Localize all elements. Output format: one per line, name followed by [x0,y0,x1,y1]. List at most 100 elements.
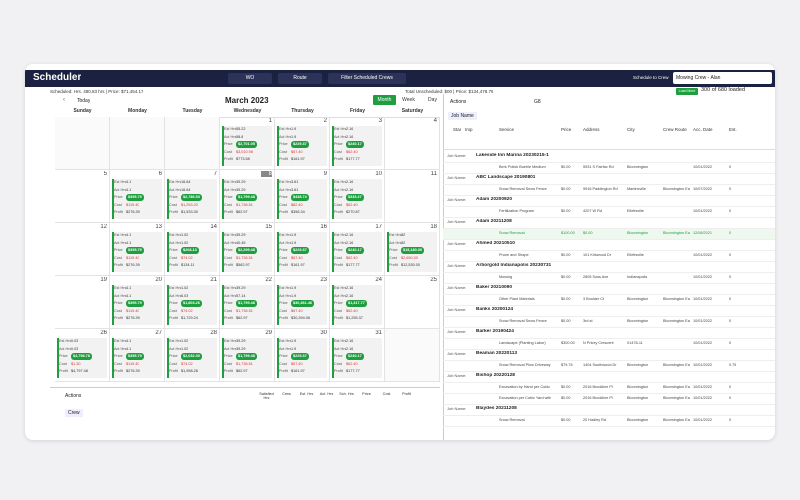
group-name: Ahmed 20210510 [476,240,515,246]
job-row[interactable] [443,415,775,427]
event-field-value: $333.27 [346,194,364,202]
event-field-label: Price [114,248,123,253]
day-cell [165,170,220,223]
toolbar-button[interactable]: Filter Scheduled Crews [328,73,406,84]
job-cell: 10/01/2022 [693,396,713,400]
job-cell: 0 [729,165,732,169]
event-field-value: $119.40 [126,255,140,260]
job-row[interactable] [443,162,775,174]
job-cell: 0 [729,253,732,257]
event-field-value: $1,958.28 [181,369,198,374]
event-field-value: $356.34 [291,210,305,215]
load-more-button[interactable]: Load More [676,88,698,95]
group-name: Adam 20200920 [476,196,513,202]
job-cell: $0.00 [561,385,571,389]
job-cell: Ellettsville [627,253,644,257]
toolbar-button[interactable]: WO [228,73,272,84]
event-field-value: 1.9 [291,127,297,131]
event-field-label: Profit [334,263,343,268]
event-field-label: Est Hrs [114,286,127,290]
event-field-value: 1.9 [291,286,297,290]
event-field-value: 4.1 [126,346,132,351]
event-field-label: Est Hrs [334,127,347,131]
event-field-label: Act Hrs [334,187,347,192]
event-field-label: Cost [279,255,287,260]
day-cell [165,117,220,170]
job-row[interactable] [443,338,775,350]
event-field-label: Profit [334,369,343,374]
weekday: Tuesday [182,108,203,114]
toolbar-button[interactable]: Route [278,73,322,84]
job-cell: Bloomington [627,319,649,323]
event-field-value: 2.16 [346,240,354,245]
event-field-label: Profit [169,210,178,215]
day-number: 8 [261,171,272,177]
job-cell: Berk Polish Buehle Medium [499,165,546,169]
job-row[interactable] [443,250,775,262]
job-row[interactable] [443,393,775,405]
event-field-value: $67.40 [291,308,303,313]
day-number: 7 [213,171,217,177]
column-header: Price [561,127,572,132]
event-field-label: Cost [224,149,232,154]
job-cell: Bloomington [627,297,649,301]
view-button[interactable]: Month [373,95,396,105]
job-row[interactable] [443,184,775,196]
event-field-label: Act Hrs [279,187,292,192]
group-label: Job Name: [447,307,467,312]
event-field-value: 1.02 [181,240,189,245]
job-row[interactable] [443,360,775,372]
group-label: Job Name: [447,175,467,180]
event-field-value: $395.79 [126,300,144,308]
event-field-value: $119.40 [126,361,140,366]
job-cell: Snow Removal Plow Driveway [499,363,551,367]
event-field-value: $62.40 [346,149,358,154]
group-name: Blaydes 20211208 [476,405,517,411]
actions-button[interactable]: Actions [65,393,82,399]
view-button[interactable]: Day [428,97,437,103]
event-field-value: $67.40 [291,361,303,366]
day-number: 17 [375,224,382,230]
group-name: Lakeside Inn Marina 20230215-1 [476,152,549,158]
event-field-value: $1,317.77 [346,300,367,308]
event-field-label: Price [279,301,288,306]
view-button[interactable]: Week [402,97,415,103]
event-field-value: $1,803.26 [181,300,202,308]
day-cell [55,276,110,329]
actions-button[interactable]: Actions [450,99,467,105]
job-cell: $0.00 [561,418,571,422]
day-cell [165,223,220,276]
event-field-value: $62.40 [346,361,358,366]
scheduled-summary: Scheduled: Hrs. 480.83 hrs | Price: $71,… [50,89,144,94]
day-number: 24 [375,277,382,283]
event-field-value: $276.39 [126,210,140,215]
column-header: Address [583,127,600,132]
group-label: Job Name: [447,197,467,202]
job-row[interactable] [443,272,775,284]
event-field-label: Act Hrs [224,240,237,245]
job-row[interactable] [443,294,775,306]
weekday: Wednesday [233,108,262,114]
job-row[interactable] [443,206,775,218]
crew-chip[interactable]: Crew [65,409,83,417]
job-row[interactable] [443,228,775,240]
today-button[interactable]: Today [77,98,91,104]
group-code: G8 [534,99,541,105]
event-field-label: Est Hrs [169,339,182,343]
job-cell: 0 [729,418,732,422]
event-field-label: Est Hrs [279,339,292,343]
event-field-value: 1.9 [291,240,297,245]
group-name: Bishop 20220128 [476,372,515,378]
event-field-label: Price [334,195,343,200]
event-field-value: $2,650.00 [401,255,418,260]
event-field-value: 2.16 [346,180,354,184]
job-chip[interactable]: Job Name [448,112,477,120]
event-field-label: Price [224,354,233,359]
event-field-value: $82.40 [291,202,303,207]
job-row[interactable] [443,316,775,328]
crew-select[interactable]: Mowing Crew - Alan [673,72,772,84]
event-field-value: $4,798.78 [71,353,92,361]
event-field-label: Est Hrs [224,127,237,131]
event-field-label: Price [169,354,178,359]
event-field-label: Cost [334,255,342,260]
